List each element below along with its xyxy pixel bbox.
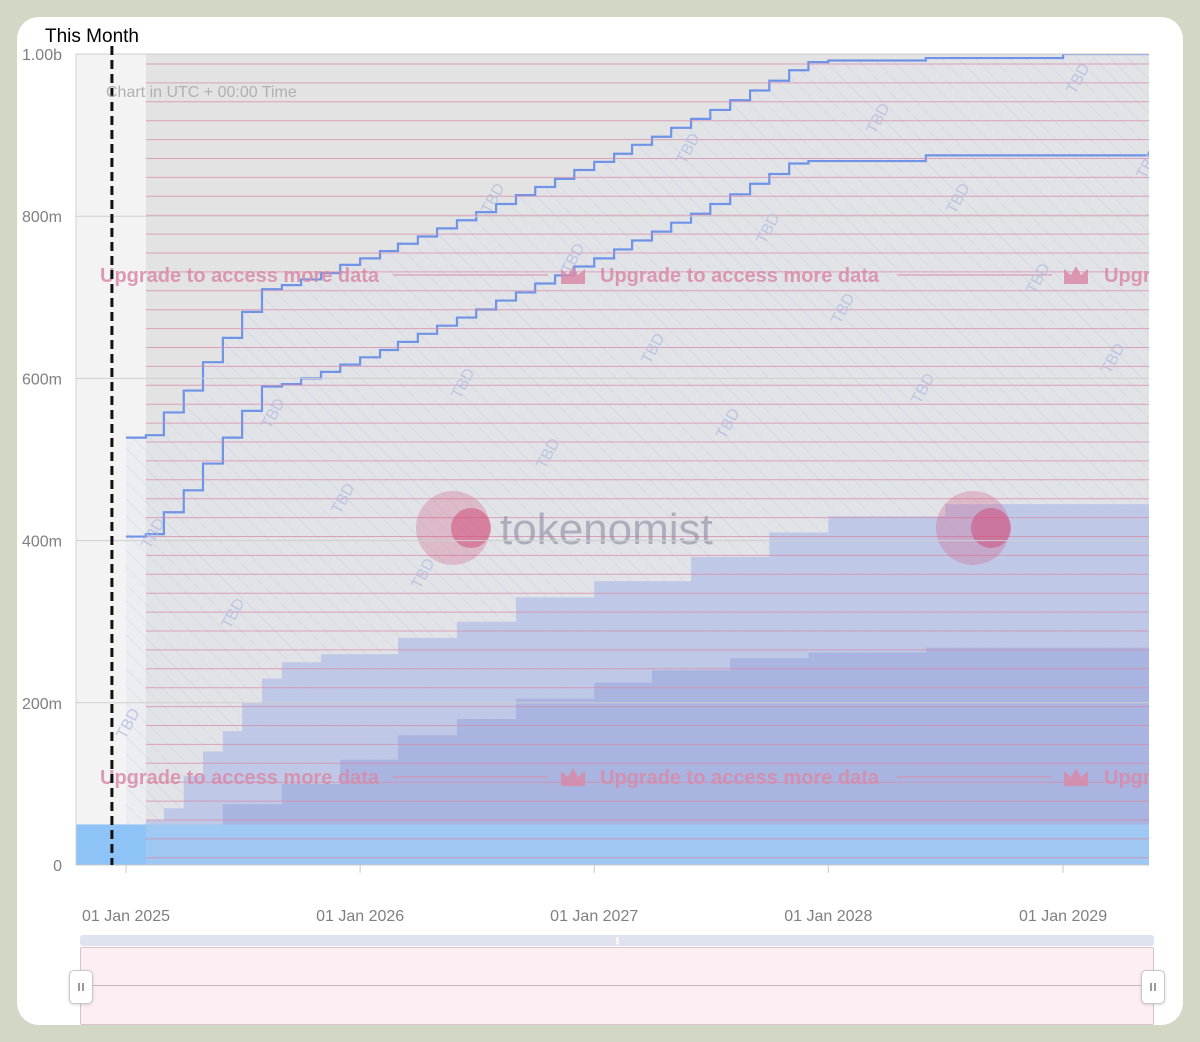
- y-tick-label: 1.00b: [22, 47, 62, 64]
- range-handle-left[interactable]: [69, 970, 93, 1004]
- x-tick-label: 01 Jan 2026: [316, 908, 404, 925]
- y-tick-label: 800m: [22, 209, 62, 226]
- x-tick-label: 01 Jan 2027: [550, 908, 638, 925]
- y-tick-label: 600m: [22, 371, 62, 388]
- crown-icon: [561, 266, 585, 284]
- current-month-label: This Month: [45, 26, 139, 47]
- upgrade-notice-text: Upgrade to access more data: [600, 265, 880, 287]
- upgrade-notice-text: Upgrade to access more data: [100, 265, 380, 287]
- y-tick-label: 200m: [22, 696, 62, 713]
- range-slider-track[interactable]: [80, 935, 1154, 946]
- watermark-logo-icon: [971, 508, 1011, 548]
- upgrade-notice-text: Upgrade to access more data: [100, 767, 380, 789]
- upgrade-notice-text: Upgrade to access more data: [600, 767, 880, 789]
- chart-timezone-note: Chart in UTC + 00:00 Time: [106, 84, 297, 101]
- crown-icon: [561, 768, 585, 786]
- range-selector-window[interactable]: [80, 947, 1154, 1025]
- series-group: Upgrade to access more data Upgrade to ac…: [76, 54, 1200, 865]
- x-tick-label: 01 Jan 2025: [82, 908, 170, 925]
- crown-icon: [1064, 266, 1088, 284]
- y-tick-label: 0: [53, 858, 62, 875]
- upgrade-notice-text: Upgrade to access more data: [1104, 265, 1200, 287]
- range-slider-grip[interactable]: |||: [615, 936, 619, 945]
- area-series-0: [76, 824, 1149, 865]
- y-tick-label: 400m: [22, 534, 62, 551]
- x-tick-label: 01 Jan 2029: [1019, 908, 1107, 925]
- line-series-3: [126, 54, 1149, 439]
- watermark-logo-text: tokenomist: [500, 505, 713, 554]
- watermark-logo-icon: [451, 508, 491, 548]
- area-series-2: [145, 641, 1149, 865]
- range-selector-preview-line: [82, 985, 1152, 986]
- crown-icon: [1064, 768, 1088, 786]
- range-handle-right[interactable]: [1141, 970, 1165, 1004]
- upgrade-notice-text: Upgrade to access more data: [1104, 767, 1200, 789]
- x-tick-label: 01 Jan 2028: [784, 908, 872, 925]
